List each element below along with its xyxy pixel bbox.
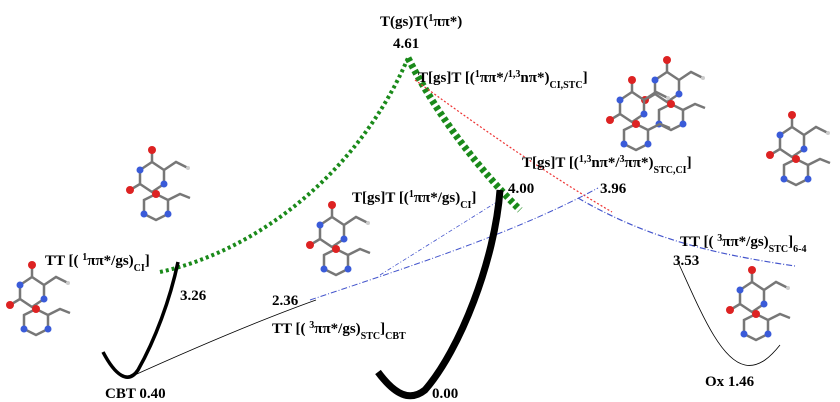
label-part: ππ*/gs) [722,234,768,250]
label-part: ππ*/gs) [314,321,360,337]
minimum-label: CBT 0.40 [105,386,166,402]
label-part: 1,3 [508,69,521,80]
label-part: CBT [385,331,406,342]
label-part: STC [361,331,380,342]
energy: 3.26 [180,288,207,304]
label-part: CI [460,200,471,211]
molecule [641,56,705,130]
label-part: ππ*/gs) [414,190,460,206]
molecule [126,146,190,220]
energy: 4.00 [508,181,534,197]
label-part: 1,3 [579,154,592,165]
state-label: TT [( 3ππ*/gs)STC]CBT [272,320,406,342]
label-part: STC [769,244,788,255]
state-label: T[gs]T [(1ππ*/1,3nπ*)CI,STC] [418,69,588,91]
energy-diagram: T(gs)T(1ππ*) 4.61 T[gs]T [(1ππ*/1,3nπ*)C… [0,0,840,402]
molecule [306,201,370,275]
minimum-label: Ox 1.46 [705,374,755,390]
label-part: ππ*/ [480,70,509,86]
label-part: T(gs)T( [380,14,428,30]
ground-well [378,190,500,396]
molecule [766,111,830,185]
label-part: ππ*) [433,14,462,30]
label-part: CI,STC [549,80,582,91]
molecule [726,266,790,340]
label-part: ] [583,70,588,86]
energy: 4.61 [393,36,419,52]
state-label: TT [( 1ππ*/gs)CI] [45,252,150,274]
energy: 2.36 [272,293,299,309]
cbt-well [103,262,178,377]
molecule [6,261,70,335]
s1-path [160,58,408,272]
label-part: ] [471,190,476,206]
label-part: ] [145,253,150,269]
label-part: 6-4 [793,244,806,255]
label-part: CI [134,263,145,274]
cbt-triplet [128,300,316,378]
label-part: ππ*) [625,155,654,171]
label-part: nπ*) [520,70,549,86]
energy: 3.96 [600,181,627,197]
label-part: ] [687,155,692,171]
state-label: T(gs)T(1ππ*) [380,13,462,31]
energy: 3.53 [673,253,699,269]
label-part: T[gs]T [( [522,155,579,171]
state-label: TT [( 3ππ*/gs)STC]6-4 [680,233,806,255]
minimum-label: 0.00 [432,386,458,402]
label-part: T[gs]T [( [352,190,409,206]
label-part: TT [( [45,253,82,269]
label-part: STC,CI [653,165,686,176]
label-part: ππ*/gs) [87,253,133,269]
label-part: nπ*/ [591,155,620,171]
triplet-path [380,200,500,275]
label-part: TT [( [272,321,309,337]
state-label: T[gs]T [(1ππ*/gs)CI] [352,189,476,211]
label-part: TT [( [680,234,717,250]
label-part: T[gs]T [( [418,70,475,86]
molecule [606,76,670,150]
